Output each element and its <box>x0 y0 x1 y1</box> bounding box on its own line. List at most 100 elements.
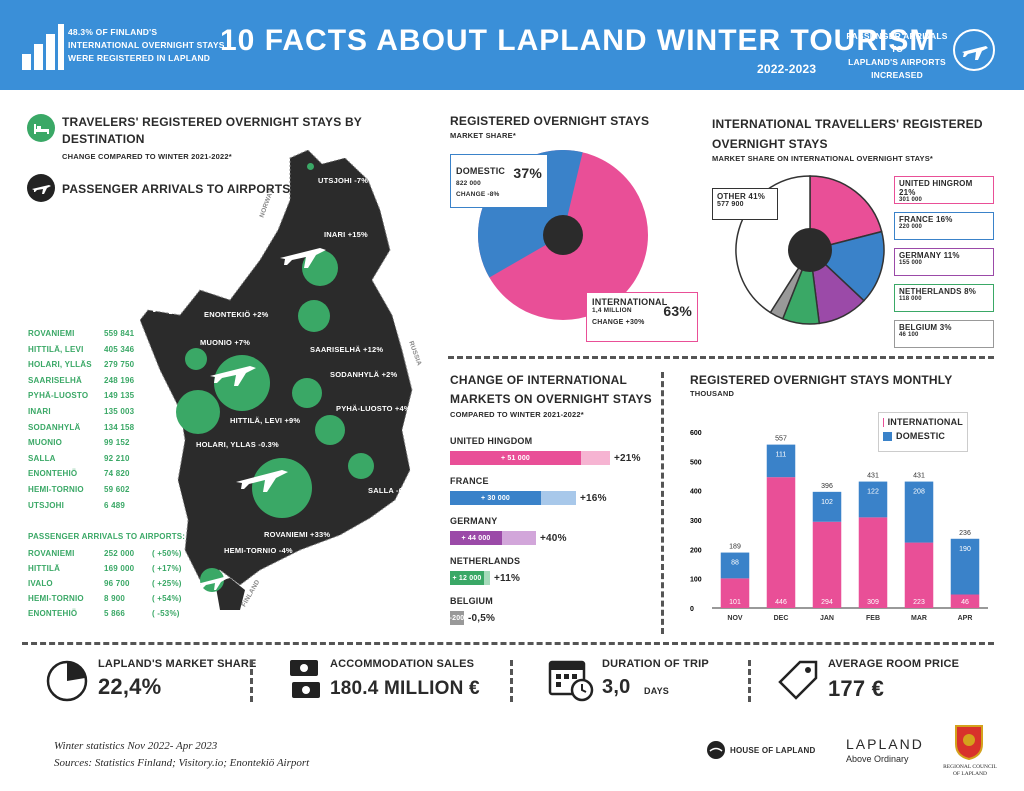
pyha-marker <box>315 415 345 445</box>
intl-legend-item: BELGIUM 3% 46 100 <box>894 320 994 348</box>
change-country: GERMANY <box>450 516 498 526</box>
map-subtitle: CHANGE COMPARED TO WINTER 2021-2022* <box>62 152 232 161</box>
stay-name: HOLARI, YLLÄS <box>28 360 92 370</box>
airplane-circle-icon <box>27 174 55 202</box>
international-change: CHANGE +30% <box>592 319 645 326</box>
arrival-name: IVALO <box>28 579 53 588</box>
stay-row: ROVANIEMI 559 841 <box>28 326 156 342</box>
share-label: LAPLAND'S MARKET SHARE <box>98 658 257 670</box>
stay-value: 92 210 <box>104 453 130 463</box>
stay-name: ROVANIEMI <box>28 329 75 338</box>
airplane-icon <box>953 29 995 71</box>
arrival-name: HEMI-TORNIO <box>28 594 84 603</box>
rovaniemi-marker <box>252 458 312 518</box>
intl-legend-count: 220 000 <box>899 224 923 230</box>
sales-value: 180.4 MILLION € <box>330 678 480 699</box>
intl-legend-count: 118 000 <box>899 296 922 302</box>
data-label-domestic: 208 <box>913 489 925 496</box>
change-bar-light <box>484 571 490 585</box>
arrival-value: 5 866 <box>104 609 126 618</box>
data-label-total: 396 <box>821 483 833 490</box>
bar-international <box>904 542 934 608</box>
map-label-tornio: HEMI-TORNIO -4% <box>224 546 293 555</box>
arrival-value: 96 700 <box>104 579 130 588</box>
salla-marker <box>348 453 374 479</box>
international-pct: 63% <box>663 303 692 319</box>
arrival-row: IVALO 96 700 ( +25%) <box>28 576 198 591</box>
bar-domestic <box>858 481 888 518</box>
calendar-clock-icon <box>548 660 594 702</box>
divider-bottom <box>22 642 994 645</box>
y-tick-label: 600 <box>690 430 702 437</box>
x-tick-label: JAN <box>820 615 834 622</box>
header-right-line-3: INCREASED <box>871 70 923 80</box>
bar-domestic <box>812 491 842 522</box>
arrivals-title: PASSENGER ARRIVALS TO AIRPORTS: <box>28 532 186 541</box>
stay-value: 279 750 <box>104 360 135 370</box>
page-title: 10 FACTS ABOUT LAPLAND WINTER TOURISM <box>220 24 936 57</box>
arrival-change: ( -53%) <box>152 609 180 618</box>
international-legend: INTERNATIONAL 63% 1,4 MILLION CHANGE +30… <box>586 292 698 342</box>
change-country: UNITED HINGDOM <box>450 436 533 446</box>
pie-share-icon <box>46 660 88 702</box>
footer-line-2: Sources: Statistics Finland; Visitory.io… <box>54 757 310 769</box>
change-pct: +21% <box>614 452 641 464</box>
intl-legend-label: GERMANY 11% <box>899 251 960 260</box>
arrival-name: ENONTEHIÖ <box>28 609 78 618</box>
stay-name: INARI <box>28 406 51 416</box>
market-share-title: REGISTERED OVERNIGHT STAYS <box>450 114 650 128</box>
stay-row: SALLA 92 210 <box>28 451 156 467</box>
stay-name: ENONTEHIÖ <box>28 469 78 479</box>
domestic-change: CHANGE -8% <box>456 191 500 198</box>
other-legend: OTHER 41% 577 900 <box>712 188 778 220</box>
domestic-label: DOMESTIC <box>456 166 506 176</box>
legend-domestic: DOMESTIC <box>896 431 946 441</box>
data-label-domestic: 122 <box>867 489 879 496</box>
arrival-change: ( +54%) <box>152 594 182 603</box>
trip-unit: DAYS <box>644 686 669 696</box>
stay-value: 405 346 <box>104 344 135 354</box>
stay-value: 74 820 <box>104 469 130 479</box>
domestic-legend: DOMESTIC 37% 822 000 CHANGE -8% <box>450 154 548 208</box>
change-subtitle: COMPARED TO WINTER 2021-2022* <box>450 410 584 419</box>
intl-legend-count: 155 000 <box>899 260 923 266</box>
x-tick-label: FEB <box>866 615 880 622</box>
header-right-line-2: LAPLAND'S AIRPORTS <box>848 57 946 67</box>
lapland-map <box>140 149 413 610</box>
map-label-yllas: HOLARI, YLLAS -0.3% <box>196 440 279 449</box>
data-label-international: 46 <box>961 599 969 606</box>
share-value: 22,4% <box>98 674 162 699</box>
change-bar: + 12 000 <box>450 571 484 585</box>
price-value: 177 € <box>828 676 885 701</box>
intl-legend-item: GERMANY 11% 155 000 <box>894 248 994 276</box>
levi-plane-icon <box>210 366 256 386</box>
bar-international <box>720 578 750 608</box>
stay-row: PYHÄ-LUOSTO 149 135 <box>28 388 156 404</box>
stay-name: HITTILÄ, LEVI <box>28 344 84 354</box>
change-bar: -200 <box>450 611 464 625</box>
levi-marker <box>214 355 270 411</box>
stay-row: UTSJOHI 6 489 <box>28 498 156 514</box>
change-bar-light <box>502 531 536 545</box>
data-label-total: 431 <box>913 473 925 480</box>
council-line-1: REGIONAL COUNCIL <box>943 764 997 770</box>
change-pct: +16% <box>580 492 607 504</box>
market-share-subtitle: MARKET SHARE* <box>450 131 516 140</box>
stay-row: SODANHYLÄ 134 158 <box>28 420 156 436</box>
data-label-total: 189 <box>729 544 741 551</box>
domestic-count: 822 000 <box>456 180 481 187</box>
y-tick-label: 500 <box>690 459 702 466</box>
footer-line-1: Winter statistics Nov 2022- Apr 2023 <box>54 740 218 752</box>
stay-value: 99 152 <box>104 438 130 448</box>
y-tick-label: 100 <box>690 577 702 584</box>
stay-name: UTSJOHI <box>28 500 65 510</box>
change-country: FRANCE <box>450 476 489 486</box>
stay-row: SAARISELHÄ 248 196 <box>28 373 156 389</box>
stay-value: 248 196 <box>104 375 135 385</box>
intl-title-line-2: OVERNIGHT STAYS <box>712 137 828 151</box>
arrival-name: HITTILÄ <box>28 564 61 573</box>
change-bar: + 44 000 <box>450 531 502 545</box>
data-label-international: 101 <box>729 599 741 606</box>
council-line-2: OF LAPLAND <box>952 771 988 777</box>
map-label-pyha: PYHÄ-LUOSTO +4% <box>336 404 411 413</box>
